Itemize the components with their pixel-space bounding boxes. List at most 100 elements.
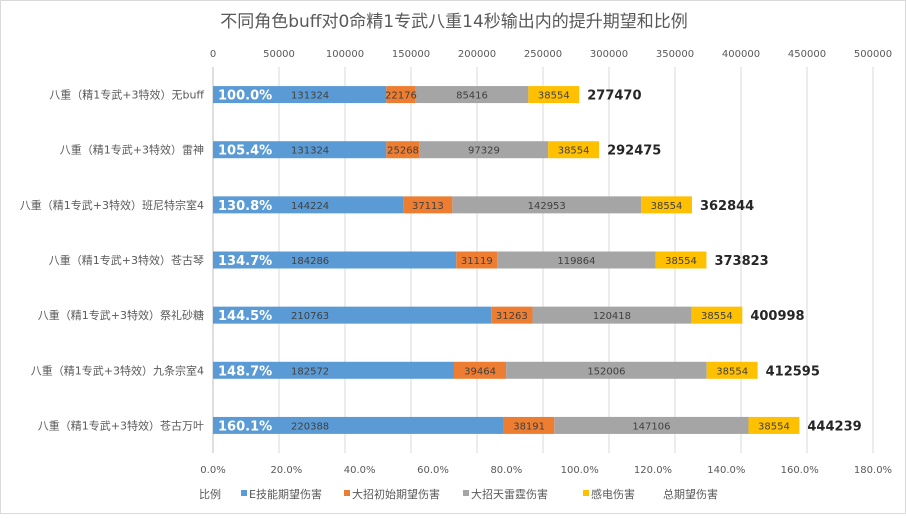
category-label: 八重（精1专武+3特效）九条宗室4 — [31, 363, 204, 377]
bar-segment-0 — [213, 86, 387, 104]
segment-value-label: 38554 — [665, 256, 697, 267]
segment-value-label: 38191 — [513, 421, 545, 432]
category-label: 八重（精1专武+3特效）雷神 — [60, 143, 204, 157]
segment-value-label: 31263 — [496, 311, 528, 322]
bottom-axis-tick-label: 0.0% — [200, 465, 225, 476]
segment-value-label: 38554 — [538, 91, 570, 102]
segment-value-label: 38554 — [558, 146, 590, 157]
segment-value-label: 210763 — [291, 311, 329, 322]
bar-segment-2 — [419, 141, 549, 159]
ratio-label: 100.0% — [218, 89, 272, 104]
bar-segment-3 — [691, 306, 743, 324]
segment-value-label: 184286 — [291, 256, 329, 267]
top-axis-tick-label: 100000 — [326, 49, 364, 60]
top-axis-tick-label: 0 — [210, 49, 216, 60]
bottom-axis-tick-label: 40.0% — [344, 465, 376, 476]
segment-value-label: 120418 — [593, 311, 631, 322]
bar-segment-0 — [213, 196, 404, 214]
total-value-label: 373823 — [714, 254, 768, 269]
legend-swatch — [583, 490, 589, 496]
category-label: 八重（精1专武+3特效）苍古万叶 — [38, 418, 204, 432]
bar-segment-2 — [415, 86, 529, 104]
bottom-axis-tick-label: 120.0% — [634, 465, 672, 476]
segment-value-label: 220388 — [291, 421, 329, 432]
segment-value-label: 25268 — [387, 146, 419, 157]
bar-segment-3 — [528, 86, 580, 104]
legend-item-label: 感电伤害 — [591, 487, 635, 501]
bar-segment-1 — [503, 416, 555, 434]
category-label: 八重（精1专武+3特效）祭礼砂糖 — [38, 308, 204, 322]
bar-segment-1 — [386, 86, 416, 104]
segment-value-label: 31119 — [461, 256, 493, 267]
bar-segment-3 — [748, 416, 800, 434]
bar-segment-0 — [213, 306, 492, 324]
total-value-label: 362844 — [700, 199, 754, 214]
segment-value-label: 39464 — [464, 366, 496, 377]
segment-value-label: 152006 — [587, 366, 625, 377]
bar-segment-1 — [403, 196, 453, 214]
total-value-label: 412595 — [766, 364, 820, 379]
legend-swatch — [241, 490, 247, 496]
bar-segment-3 — [641, 196, 692, 214]
legend-item-label: 大招天雷霆伤害 — [471, 487, 548, 501]
ratio-label: 134.7% — [218, 254, 272, 269]
top-axis-tick-label: 200000 — [458, 49, 496, 60]
bar-segment-2 — [452, 196, 642, 214]
category-label: 八重（精1专武+3特效）无buff — [49, 88, 204, 102]
ratio-label: 160.1% — [218, 419, 272, 434]
bar-segment-1 — [456, 251, 498, 269]
segment-value-label: 142953 — [528, 201, 566, 212]
top-axis-tick-label: 500000 — [854, 49, 892, 60]
segment-value-label: 131324 — [291, 146, 329, 157]
bar-segment-2 — [532, 306, 692, 324]
category-label: 八重（精1专武+3特效）班尼特宗室4 — [20, 198, 204, 212]
top-axis-tick-label: 450000 — [788, 49, 826, 60]
bottom-axis-tick-label: 20.0% — [270, 465, 302, 476]
legend-item-label: E技能期望伤害 — [249, 487, 322, 501]
segment-value-label: 97329 — [468, 146, 500, 157]
bar-segment-1 — [386, 141, 420, 159]
bar-segment-0 — [213, 251, 457, 269]
segment-value-label: 38554 — [758, 421, 790, 432]
segment-value-label: 22176 — [385, 91, 417, 102]
segment-value-label: 144224 — [291, 201, 329, 212]
total-value-label: 444239 — [807, 419, 861, 434]
bar-segment-0 — [213, 416, 504, 434]
bottom-axis-tick-label: 60.0% — [417, 465, 449, 476]
top-axis-tick-label: 150000 — [392, 49, 430, 60]
ratio-label: 130.8% — [218, 199, 272, 214]
legend-swatch — [344, 490, 350, 496]
bar-segment-1 — [491, 306, 533, 324]
bar-segment-0 — [213, 141, 387, 159]
legend-item-label: 比例 — [199, 487, 221, 501]
legend-item-label: 总期望伤害 — [663, 487, 718, 501]
total-value-label: 292475 — [607, 144, 661, 159]
bar-segment-0 — [213, 361, 454, 379]
top-axis-tick-label: 300000 — [590, 49, 628, 60]
bottom-axis-tick-label: 160.0% — [781, 465, 819, 476]
bottom-axis-tick-label: 180.0% — [854, 465, 892, 476]
segment-value-label: 85416 — [456, 91, 488, 102]
legend-item-label: 大招初始期望伤害 — [352, 487, 440, 501]
segment-value-label: 38554 — [716, 366, 748, 377]
bar-segment-1 — [453, 361, 507, 379]
bottom-axis-tick-label: 100.0% — [561, 465, 599, 476]
chart-title: 不同角色buff对0命精1专武八重14秒输出内的提升期望和比例 — [220, 12, 688, 32]
top-axis-tick-label: 50000 — [263, 49, 295, 60]
top-axis-tick-label: 350000 — [656, 49, 694, 60]
segment-value-label: 38554 — [701, 311, 733, 322]
bottom-axis-tick-label: 80.0% — [490, 465, 522, 476]
legend-swatch — [463, 490, 469, 496]
total-value-label: 277470 — [587, 89, 641, 104]
segment-value-label: 147106 — [632, 421, 670, 432]
bar-segment-3 — [706, 361, 758, 379]
bar-segment-2 — [554, 416, 749, 434]
top-axis-tick-label: 250000 — [524, 49, 562, 60]
segment-value-label: 37113 — [412, 201, 444, 212]
segment-value-label: 131324 — [291, 91, 329, 102]
bar-segment-3 — [548, 141, 600, 159]
bottom-axis-tick-label: 140.0% — [707, 465, 745, 476]
ratio-label: 105.4% — [218, 144, 272, 159]
